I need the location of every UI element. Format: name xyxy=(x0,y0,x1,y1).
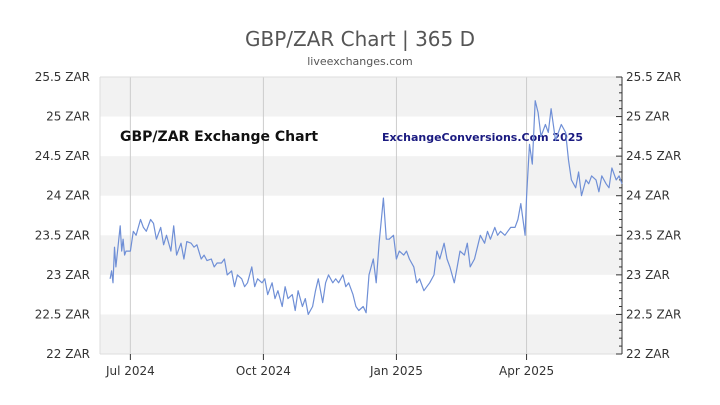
y-tick-label-left: 22 ZAR xyxy=(46,347,90,361)
y-tick-label-left: 23 ZAR xyxy=(46,268,90,282)
watermark-text: ExchangeConversions.Com 2025 xyxy=(382,131,583,144)
vertical-gridlines xyxy=(129,77,528,354)
y-tick-label-left: 25 ZAR xyxy=(46,110,90,124)
y-tick-label-left: 23.5 ZAR xyxy=(35,228,90,242)
background-bands xyxy=(100,77,622,354)
plot-frame xyxy=(99,76,623,355)
x-axis: Jul 2024 Oct 2024 Jan 2025 Apr 2025 xyxy=(105,354,554,378)
inner-chart-title: GBP/ZAR Exchange Chart xyxy=(120,129,318,145)
grid-band xyxy=(100,314,622,354)
y-tick-label-right: 24.5 ZAR xyxy=(626,149,681,163)
x-tick-label: Apr 2025 xyxy=(499,364,554,378)
grid-band xyxy=(100,77,622,117)
y-tick-label-right: 23 ZAR xyxy=(626,268,670,282)
y-tick-label-right: 25.5 ZAR xyxy=(626,70,681,84)
y-tick-label-right: 22 ZAR xyxy=(626,347,670,361)
chart-source: liveexchanges.com xyxy=(307,55,413,68)
y-tick-label-right: 25 ZAR xyxy=(626,110,670,124)
y-tick-label-right: 23.5 ZAR xyxy=(626,228,681,242)
y-tick-label-left: 22.5 ZAR xyxy=(35,307,90,321)
grid-band xyxy=(100,235,622,275)
y-tick-label-left: 25.5 ZAR xyxy=(35,70,90,84)
y-tick-label-left: 24 ZAR xyxy=(46,189,90,203)
chart-title: GBP/ZAR Chart | 365 D xyxy=(245,27,475,51)
series-line xyxy=(109,100,623,315)
series-line-path xyxy=(109,100,623,315)
x-tick-label: Jan 2025 xyxy=(369,364,423,378)
y-tick-label-right: 22.5 ZAR xyxy=(626,307,681,321)
x-tick-label: Oct 2024 xyxy=(236,364,291,378)
grid-band xyxy=(100,156,622,196)
x-tick-label: Jul 2024 xyxy=(105,364,155,378)
y-tick-label-left: 24.5 ZAR xyxy=(35,149,90,163)
y-axis-left: 22 ZAR 22.5 ZAR 23 ZAR 23.5 ZAR 24 ZAR 24.5 Z… xyxy=(35,70,90,361)
y-axis-right: 22 ZAR 22.5 ZAR 23 ZAR 23.5 ZAR 24 ZAR 24.5 Z… xyxy=(626,70,681,361)
y-tick-label-right: 24 ZAR xyxy=(626,189,670,203)
